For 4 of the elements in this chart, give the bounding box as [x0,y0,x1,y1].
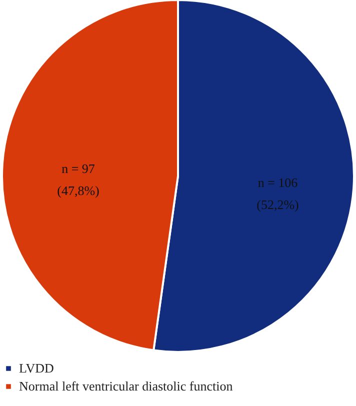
legend-label: LVDD [19,360,54,376]
data-label: n = 97 (47,8%) [57,161,100,198]
data-label: n = 106 (52,2%) [256,174,299,212]
legend-label: Normal left ventricular diastolic function [19,378,234,394]
